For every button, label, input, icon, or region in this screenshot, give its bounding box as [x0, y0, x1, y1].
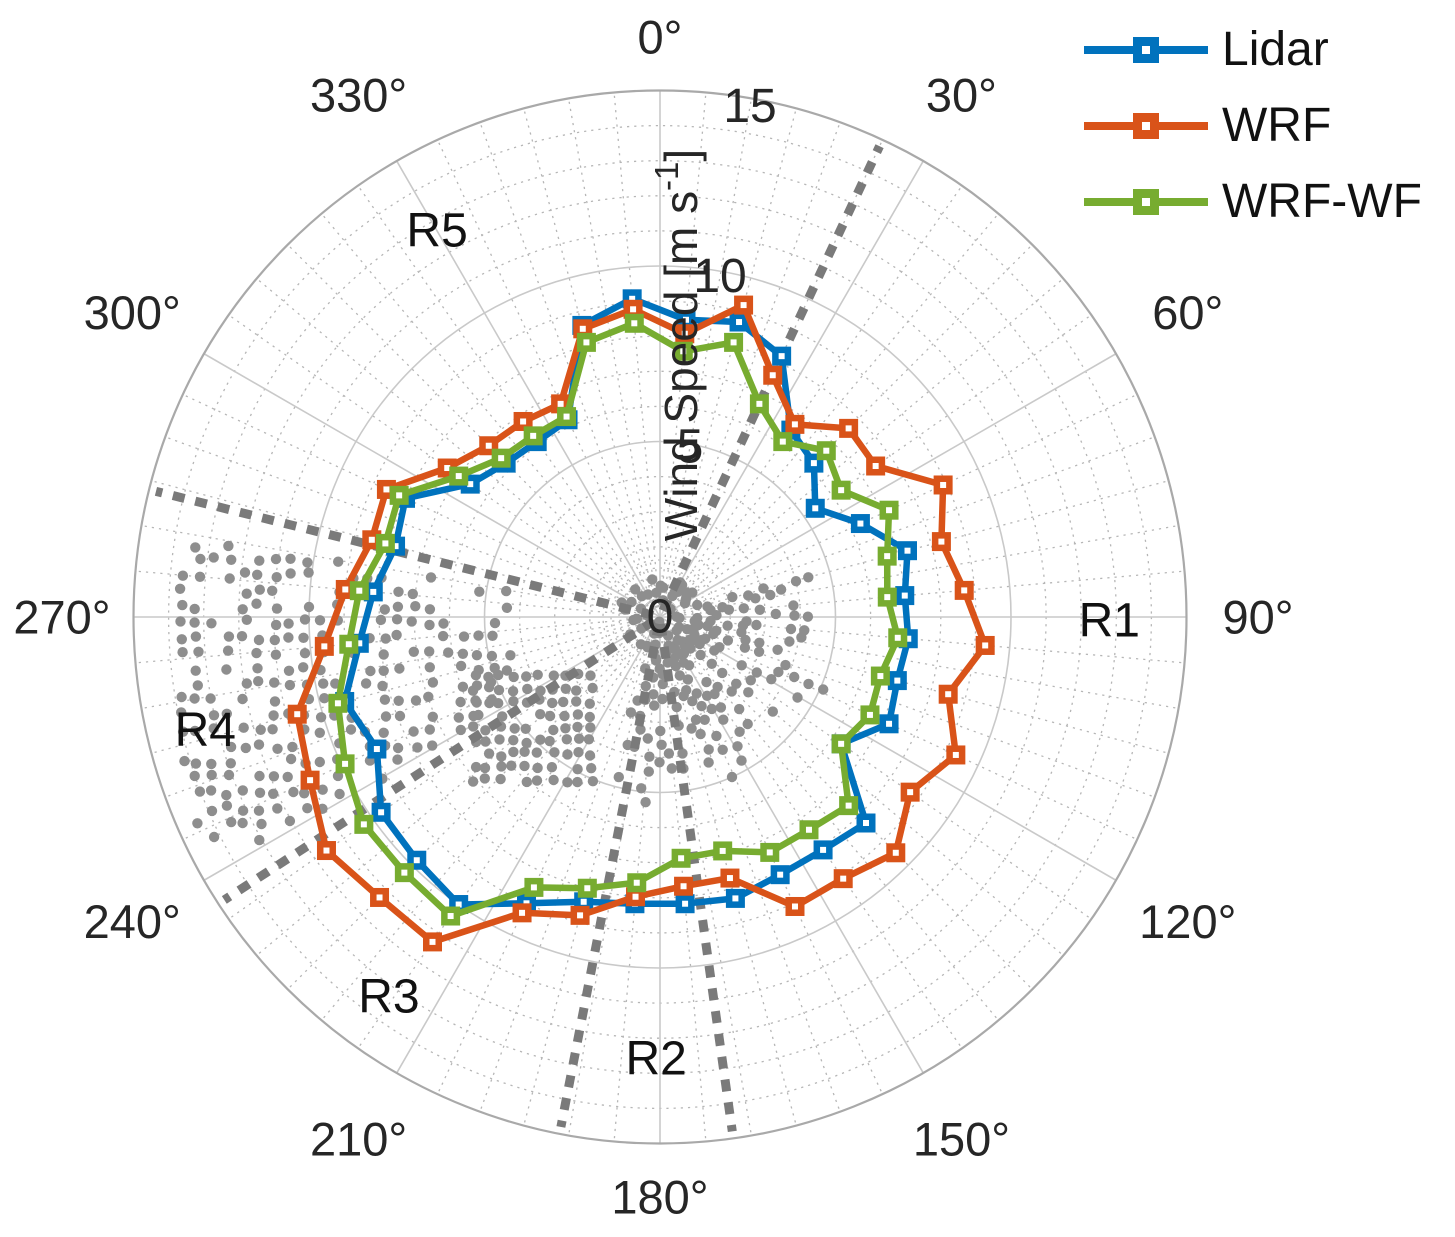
legend-square-marker-icon [1133, 37, 1159, 63]
theta-label-90: 90° [1222, 591, 1293, 644]
theta-label-270: 270° [13, 591, 110, 644]
r-tick-label-5: 5 [677, 420, 704, 473]
theta-label-180: 180° [611, 1171, 708, 1224]
r-axis-title: Wind Speed [m s-1] [648, 149, 708, 541]
r-tick-label-10: 10 [693, 250, 746, 303]
theta-label-0: 0° [638, 11, 683, 64]
series-markers-wrf [287, 295, 995, 952]
theta-label-120: 120° [1139, 895, 1236, 948]
legend-square-marker-icon [1133, 113, 1159, 139]
legend-square-marker-icon [1133, 189, 1159, 215]
theta-label-330: 330° [310, 68, 407, 121]
legend-item-wrf-wf: WRF-WF [1084, 176, 1422, 228]
legend-item-lidar: Lidar [1084, 24, 1422, 76]
legend-label: WRF-WF [1222, 175, 1422, 228]
series-wrf-wf [328, 313, 908, 926]
theta-label-30: 30° [926, 68, 997, 121]
region-label-r2: R2 [625, 1033, 686, 1086]
region-label-r4: R4 [175, 704, 236, 757]
theta-label-240: 240° [84, 895, 181, 948]
sector-divider-191deg [556, 623, 664, 1128]
legend-label: WRF [1222, 99, 1332, 152]
sector-divider-237deg [221, 617, 657, 904]
r-tick-label-15: 15 [723, 80, 776, 133]
polar-grid [132, 89, 1188, 1145]
axis-labels: 0° 30° 60° 90° 120° 150° 180° 210° 240° 270° 300° 3… [13, 11, 1293, 1224]
legend: Lidar WRF WRF-WF [1084, 24, 1422, 228]
series-markers-wrf-wf [328, 313, 908, 926]
legend-sample-wrf-wf [1084, 176, 1208, 228]
legend-item-wrf: WRF [1084, 100, 1422, 152]
sector-boundaries [154, 144, 884, 1133]
legend-sample-lidar [1084, 24, 1208, 76]
sector-divider-172deg [656, 623, 737, 1133]
dot-cluster-turbine-grid-south [467, 668, 599, 788]
region-label-r1: R1 [1079, 594, 1140, 647]
region-label-r5: R5 [406, 204, 467, 257]
dot-cluster-turbine-grid-west [174, 540, 516, 846]
theta-label-210: 210° [310, 1113, 407, 1166]
theta-label-60: 60° [1152, 286, 1223, 339]
region-label-r3: R3 [358, 971, 419, 1024]
legend-label: Lidar [1222, 23, 1329, 76]
theta-label-150: 150° [913, 1113, 1010, 1166]
r-tick-label-0: 0 [647, 591, 674, 644]
theta-label-300: 300° [84, 286, 181, 339]
legend-sample-wrf [1084, 100, 1208, 152]
wind-farm-dot-clusters [174, 540, 829, 846]
series-wrf [287, 295, 995, 952]
